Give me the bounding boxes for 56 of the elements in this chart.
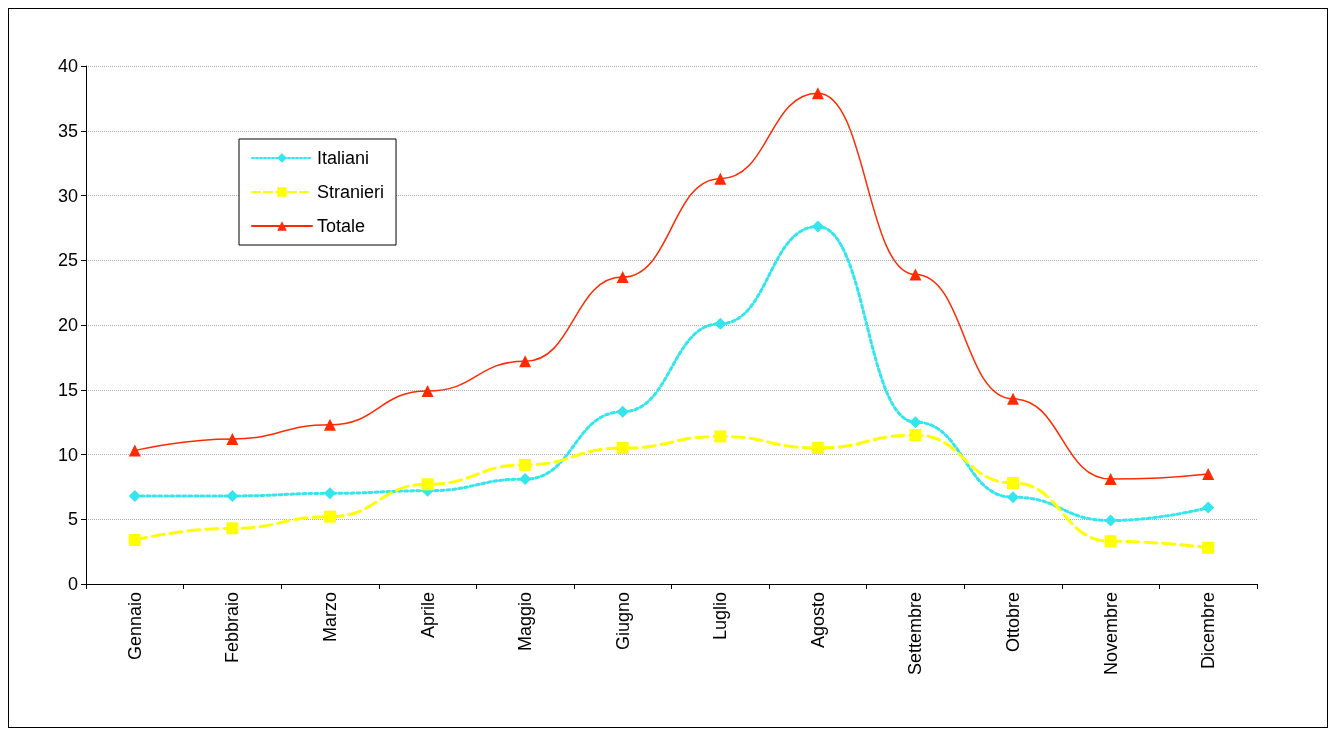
legend-label: Totale [317, 216, 366, 236]
point [128, 533, 141, 546]
point [909, 268, 922, 281]
point [226, 522, 239, 535]
x-tick-label: Febbraio [222, 592, 243, 664]
y-tick-label: 30 [57, 185, 78, 206]
point [128, 444, 141, 457]
point [1007, 476, 1020, 489]
point [1202, 541, 1215, 554]
y-tick-label: 35 [57, 120, 78, 141]
point [616, 442, 629, 455]
x-tick-label: Giugno [612, 592, 633, 651]
point [714, 172, 727, 185]
point [1007, 491, 1020, 504]
y-tick-label: 15 [57, 379, 78, 400]
y-tick-label: 20 [57, 315, 78, 335]
point [128, 489, 141, 502]
point [519, 458, 532, 471]
point [714, 317, 727, 330]
point [811, 220, 824, 233]
y-tick-label: 25 [57, 250, 78, 271]
point [519, 355, 532, 368]
point [811, 87, 824, 100]
point [323, 510, 336, 523]
y-tick-label: 5 [67, 509, 78, 530]
y-tick-label: 0 [67, 574, 78, 594]
y-tick-label: 10 [57, 444, 78, 465]
point [1202, 501, 1215, 514]
x-tick-label: Gennaio [124, 592, 145, 661]
x-tick-label: Ottobre [1003, 592, 1024, 653]
x-tick-label: Luglio [710, 592, 731, 641]
point [421, 385, 434, 398]
point [1007, 392, 1020, 405]
legend-label: Stranieri [317, 182, 385, 202]
point [323, 418, 336, 431]
point [226, 432, 239, 445]
point [323, 487, 336, 500]
point [714, 430, 727, 443]
point [226, 489, 239, 502]
x-tick-label: Agosto [807, 592, 828, 649]
point [811, 442, 824, 455]
point [616, 405, 629, 418]
legend-label: Italiani [317, 148, 370, 168]
x-tick-label: Novembre [1100, 592, 1121, 676]
point [616, 271, 629, 284]
point [909, 429, 922, 442]
point [1104, 473, 1117, 486]
x-tick-label: Aprile [417, 592, 438, 639]
point [1104, 535, 1117, 548]
y-tick-label: 40 [57, 56, 78, 76]
x-tick-label: Maggio [515, 592, 536, 652]
x-tick-label: Marzo [319, 592, 340, 643]
x-tick-label: Dicembre [1198, 592, 1219, 670]
point [1202, 467, 1215, 480]
x-tick-label: Settembre [905, 592, 926, 676]
point [421, 478, 434, 491]
